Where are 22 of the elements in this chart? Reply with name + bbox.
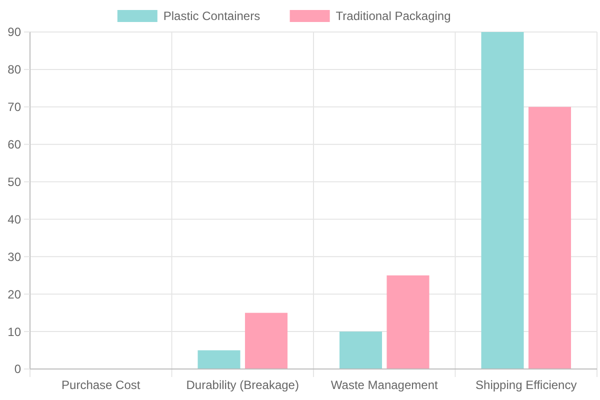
y-tick-label: 20 bbox=[8, 287, 22, 302]
bar bbox=[244, 312, 288, 369]
bar bbox=[481, 32, 524, 369]
bar bbox=[386, 275, 430, 369]
legend-label: Traditional Packaging bbox=[336, 9, 451, 24]
bar bbox=[528, 106, 572, 369]
y-tick-label: 30 bbox=[8, 250, 22, 264]
y-tick-label: 10 bbox=[8, 324, 22, 339]
x-tick-label: Durability (Breakage) bbox=[186, 378, 299, 392]
x-tick-label: Purchase Cost bbox=[62, 378, 141, 392]
y-tick-label: 60 bbox=[8, 138, 22, 152]
x-tick-label: Shipping Efficiency bbox=[476, 378, 577, 392]
y-tick-label: 0 bbox=[14, 362, 22, 376]
legend-label: Plastic Containers bbox=[163, 9, 260, 24]
x-tick-label: Waste Management bbox=[330, 378, 439, 392]
y-tick-label: 50 bbox=[8, 174, 22, 189]
y-tick-label: 40 bbox=[8, 212, 22, 226]
y-tick-label: 90 bbox=[8, 25, 22, 40]
bar bbox=[339, 332, 382, 369]
y-tick-label: 70 bbox=[8, 100, 22, 114]
y-tick-label: 80 bbox=[8, 62, 22, 77]
bar bbox=[198, 350, 240, 369]
